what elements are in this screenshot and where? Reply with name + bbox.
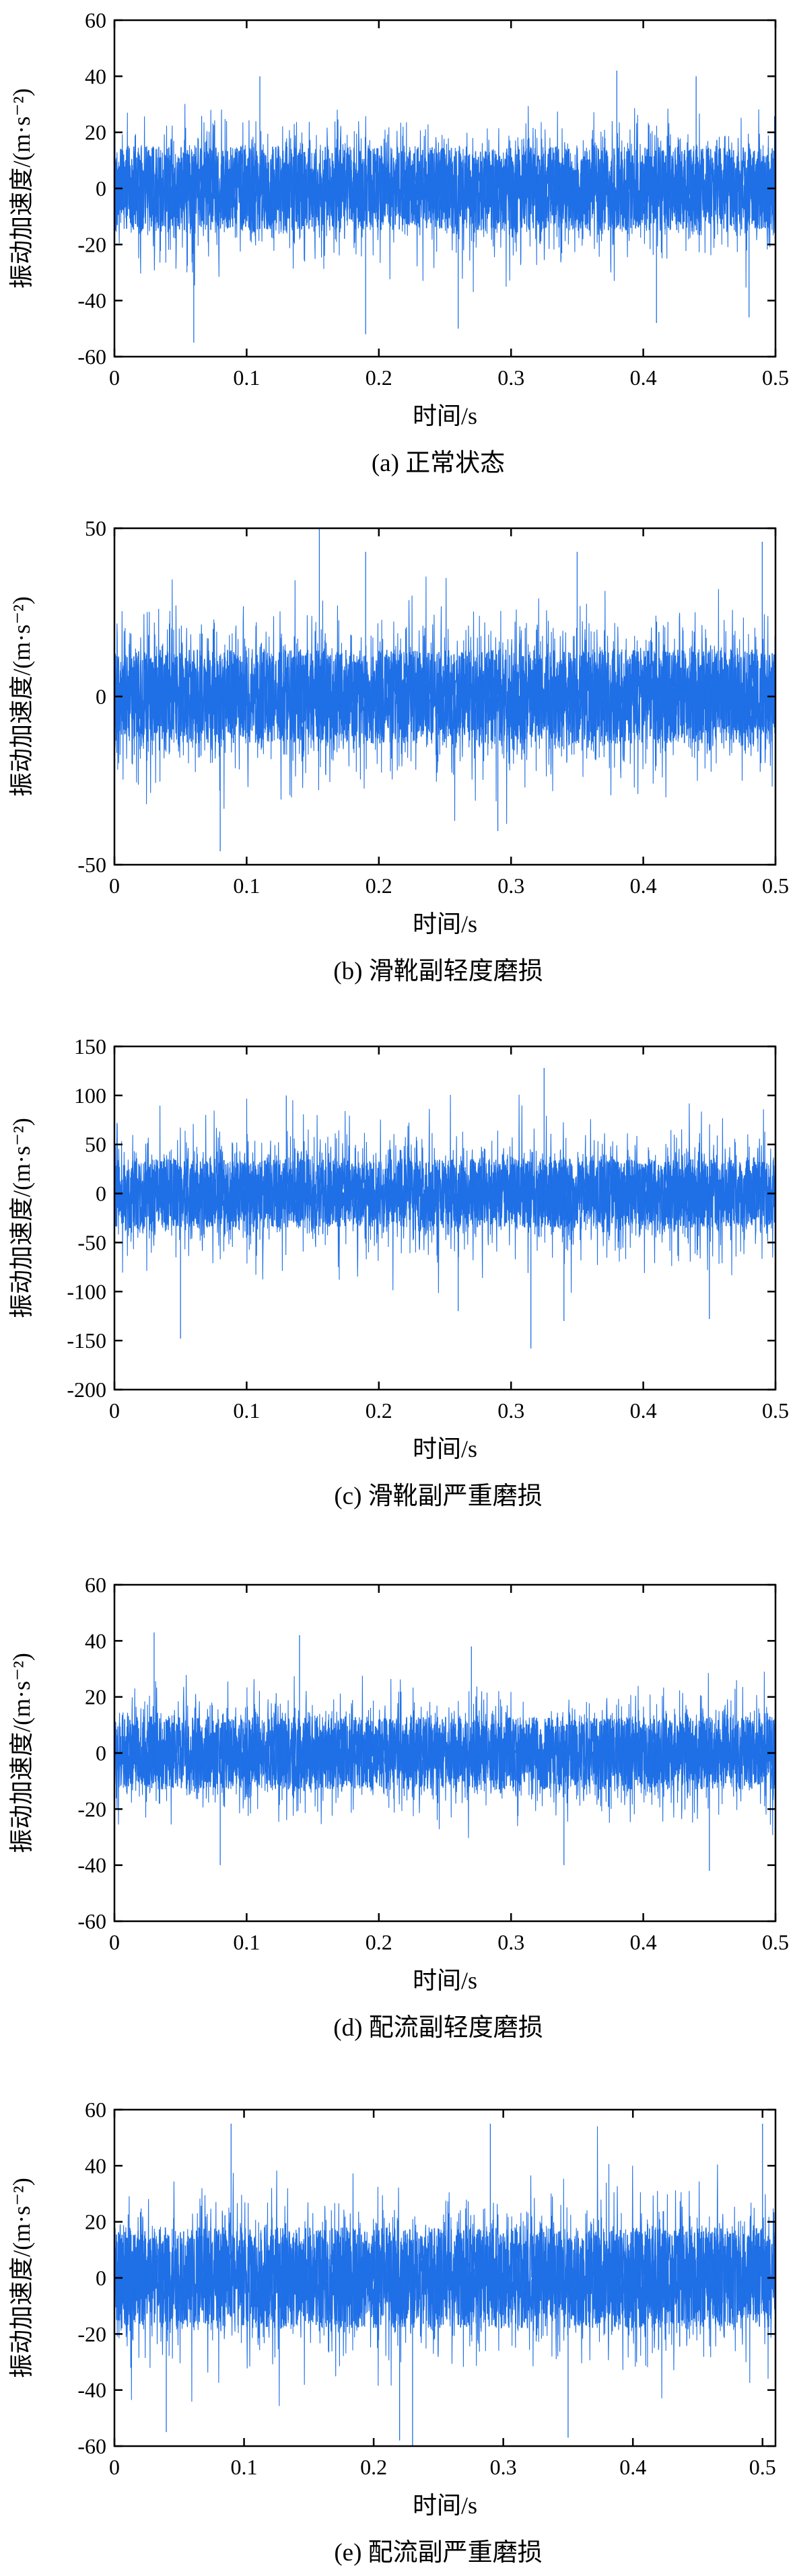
y-tick-label: 60	[85, 2098, 106, 2122]
signal-core	[114, 649, 775, 744]
y-tick-label: 20	[85, 120, 106, 145]
x-tick-label: 0.3	[497, 365, 524, 390]
y-tick-label: -20	[77, 232, 106, 256]
subfigure-caption: (b) 滑靴副轻度磨损	[333, 957, 543, 985]
y-tick-label: 50	[85, 516, 106, 540]
y-tick-label: 40	[85, 1629, 106, 1653]
x-tick-label: 0	[109, 365, 120, 390]
y-tick-label: -20	[77, 2322, 106, 2346]
x-tick-label: 0.4	[630, 873, 657, 898]
signal-core-line	[114, 1716, 775, 1790]
y-tick-label: 100	[74, 1083, 106, 1108]
x-tick-label: 0.2	[366, 1398, 392, 1423]
signal-core	[114, 145, 775, 231]
chart-panel-4: 0 0.1 0.2 0.3 0.4 0.5 -60 -40 -20 0 20 40 60 时间/s 振动加速…	[8, 1573, 789, 2042]
x-tick-label: 0.1	[233, 365, 260, 390]
chart-panel-1: 0 0.1 0.2 0.3 0.4 0.5 -60 -40 -20 0 20 40 60 时间/s 振动加速…	[8, 8, 789, 477]
y-tick-label: 150	[74, 1034, 106, 1059]
x-tick-label: 0	[109, 1930, 120, 1954]
y-tick-label: 20	[85, 2210, 106, 2234]
x-tick-label: 0	[109, 873, 120, 898]
y-axis-label: 振动加速度/(m·s⁻²)	[8, 88, 35, 289]
x-tick-label: 0.3	[497, 1930, 524, 1954]
y-tick-label: -60	[77, 2434, 106, 2458]
signal-core	[114, 1159, 775, 1228]
x-tick-label: 0	[109, 1398, 120, 1423]
chart-panel-2: 0 0.1 0.2 0.3 0.4 0.5-50050时间/s振动加速度/(m·s⁻²)(…	[8, 516, 789, 985]
y-axis-label: 振动加速度/(m·s⁻²)	[8, 1653, 35, 1853]
y-tick-label: -200	[67, 1378, 106, 1402]
x-tick-label: 0.4	[630, 1930, 657, 1954]
x-tick-label: 0.1	[233, 873, 260, 898]
subfigure-caption: (a) 正常状态	[372, 449, 505, 477]
x-tick-label: 0.3	[497, 873, 524, 898]
x-tick-label: 0.4	[619, 2455, 646, 2479]
y-axis-label: 振动加速度/(m·s⁻²)	[8, 596, 35, 797]
y-tick-label: -40	[77, 2378, 106, 2402]
x-axis-label: 时间/s	[413, 910, 477, 937]
y-tick-label: -40	[77, 289, 106, 313]
x-tick-label: 0.4	[630, 365, 657, 390]
x-tick-label: 0.2	[366, 365, 392, 390]
y-tick-label: -60	[77, 1909, 106, 1933]
y-tick-label: -40	[77, 1853, 106, 1877]
x-tick-label: 0.3	[497, 1398, 524, 1423]
chart-panel-5: 0 0.1 0.2 0.3 0.4 0.5 -60 -40 -20 0 20 40 60 时间/s 振动加速…	[8, 2098, 777, 2567]
y-tick-label: -20	[77, 1797, 106, 1821]
signal-core-line	[114, 649, 775, 744]
subfigure-caption: (d) 配流副轻度磨损	[333, 2013, 543, 2042]
y-tick-label: 50	[85, 1133, 106, 1157]
y-tick-label: 60	[85, 8, 106, 32]
x-tick-label: 0.4	[630, 1398, 657, 1423]
y-tick-label: -50	[77, 1230, 106, 1254]
signal-core-line	[114, 1159, 775, 1228]
x-tick-label: 0.2	[366, 1930, 392, 1954]
x-tick-label: 0	[109, 2455, 120, 2479]
chart-panel-3: 0 0.1 0.2 0.3 0.4 0.5 -200 -150 -100 -50 0 50 100 150…	[8, 1034, 789, 1510]
x-axis-label: 时间/s	[413, 1967, 477, 1994]
y-tick-label: -150	[67, 1328, 106, 1353]
y-tick-label: -100	[67, 1279, 106, 1303]
plot-frame	[113, 1045, 777, 1391]
x-tick-label: 0.2	[360, 2455, 387, 2479]
x-tick-label: 0.1	[231, 2455, 258, 2479]
x-axis-label: 时间/s	[413, 1435, 477, 1462]
x-tick-label: 0.5	[762, 1398, 789, 1423]
y-tick-label: 60	[85, 1573, 106, 1597]
y-tick-label: 0	[96, 1182, 106, 1206]
signal-core-line	[114, 2227, 775, 2330]
signal-core	[114, 1716, 775, 1790]
y-tick-label: 40	[85, 64, 106, 88]
x-tick-label: 0.5	[749, 2455, 776, 2479]
x-tick-label: 0.2	[366, 873, 392, 898]
x-tick-label: 0.5	[762, 873, 789, 898]
subfigure-caption: (e) 配流副严重磨损	[334, 2539, 542, 2567]
y-tick-label: -50	[77, 853, 106, 877]
y-tick-label: 0	[96, 684, 106, 709]
signal-core-line	[114, 145, 775, 231]
signal-core	[114, 2227, 775, 2330]
y-tick-label: 20	[85, 1685, 106, 1709]
x-axis-label: 时间/s	[413, 402, 477, 429]
x-tick-label: 0.3	[490, 2455, 517, 2479]
x-tick-label: 0.1	[233, 1930, 260, 1954]
y-tick-label: 0	[96, 1741, 106, 1765]
x-tick-label: 0.5	[762, 365, 789, 390]
y-axis-label: 振动加速度/(m·s⁻²)	[8, 1118, 35, 1318]
y-tick-label: 0	[96, 2266, 106, 2290]
y-tick-label: 40	[85, 2153, 106, 2178]
y-tick-label: 0	[96, 176, 106, 201]
y-axis-label: 振动加速度/(m·s⁻²)	[8, 2178, 35, 2378]
subfigure-caption: (c) 滑靴副严重磨损	[334, 1482, 542, 1510]
x-tick-label: 0.1	[233, 1398, 260, 1423]
x-axis-label: 时间/s	[413, 2492, 477, 2519]
x-tick-label: 0.5	[762, 1930, 789, 1954]
y-tick-label: -60	[77, 345, 106, 369]
